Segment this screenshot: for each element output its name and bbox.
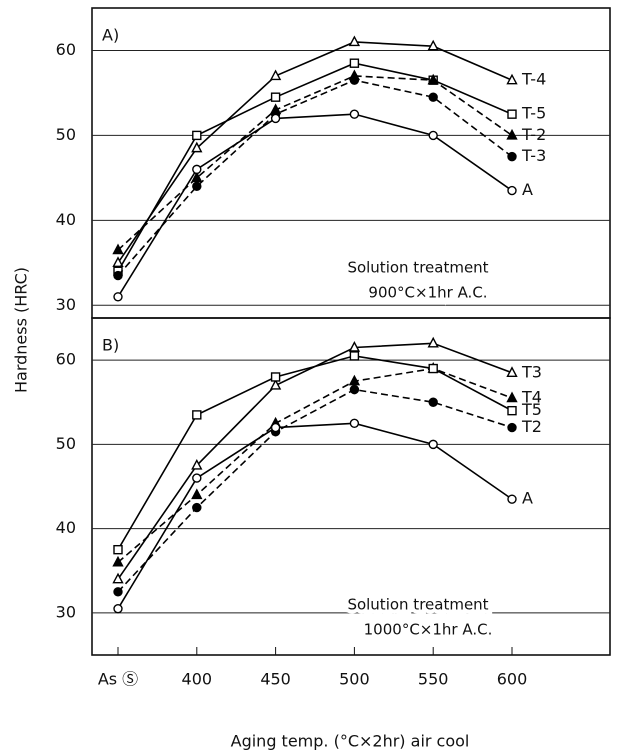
marker <box>507 109 517 119</box>
marker <box>348 35 361 47</box>
marker <box>191 171 203 183</box>
marker <box>349 351 360 361</box>
marker <box>270 113 281 124</box>
series-label: T-4 <box>521 70 546 89</box>
marker <box>192 164 202 175</box>
x-tick-label: 400 <box>182 670 213 689</box>
series-label: T-3 <box>521 146 546 165</box>
y-tick-label: 40 <box>56 210 76 229</box>
marker <box>191 488 203 500</box>
marker <box>270 92 281 102</box>
annotation: 900°C×1hr A.C. <box>368 284 487 302</box>
series-label: T2 <box>521 417 542 436</box>
series-line <box>117 367 513 563</box>
series-line <box>117 62 513 272</box>
marker <box>428 439 438 450</box>
marker <box>192 473 202 483</box>
series-label: A <box>522 180 533 199</box>
x-tick-label: 500 <box>339 670 370 689</box>
y-tick-label: 60 <box>56 40 76 59</box>
y-tick-label: 30 <box>56 295 76 314</box>
marker <box>349 418 360 429</box>
marker <box>349 109 360 119</box>
y-tick-label: 50 <box>56 434 76 453</box>
marker <box>506 128 518 140</box>
marker <box>113 292 123 302</box>
y-tick-label: 40 <box>56 518 76 537</box>
series-label: A <box>522 489 533 508</box>
marker <box>112 572 124 584</box>
annotation: 1000°C×1hr A.C. <box>364 621 493 639</box>
series-line <box>117 355 513 551</box>
marker <box>349 75 360 85</box>
marker <box>427 336 439 348</box>
annotation: Solution treatment <box>347 596 488 614</box>
marker <box>428 363 438 374</box>
marker <box>270 422 281 433</box>
series-line <box>117 422 513 610</box>
marker <box>428 397 438 407</box>
marker <box>192 502 202 513</box>
panel-label: B) <box>102 336 119 355</box>
x-tick-label: 600 <box>497 670 528 689</box>
x-tick-label: As Ⓢ <box>98 670 138 689</box>
marker <box>506 391 518 403</box>
marker <box>269 69 282 81</box>
marker <box>428 92 438 102</box>
series-line <box>117 113 513 298</box>
marker <box>348 340 361 352</box>
marker <box>112 256 124 267</box>
series-label: T-5 <box>521 104 546 123</box>
marker <box>427 39 439 51</box>
marker <box>192 130 202 141</box>
marker <box>112 555 124 567</box>
marker <box>191 141 203 153</box>
marker <box>269 378 282 390</box>
marker <box>192 410 202 420</box>
marker <box>113 544 123 555</box>
panel-frame <box>91 317 611 656</box>
series-label: T-2 <box>521 125 546 144</box>
marker <box>427 73 439 85</box>
marker <box>191 458 203 470</box>
marker <box>113 270 123 281</box>
marker <box>507 185 517 196</box>
marker <box>270 372 281 382</box>
series-line <box>117 41 513 264</box>
marker <box>348 374 361 386</box>
marker <box>506 366 518 377</box>
annotation: Solution treatment <box>347 259 488 277</box>
panel-label: A) <box>102 26 119 45</box>
marker <box>506 73 518 85</box>
marker <box>113 603 123 614</box>
marker <box>507 422 517 433</box>
series-label: T5 <box>521 400 542 419</box>
x-axis-label: Aging temp. (°C×2hr) air cool <box>231 732 470 751</box>
x-tick-label: 550 <box>418 670 449 689</box>
marker <box>113 587 123 597</box>
series-line <box>117 388 513 593</box>
y-tick-label: 50 <box>56 125 76 144</box>
y-tick-label: 30 <box>56 602 76 621</box>
series-label: T3 <box>521 362 542 381</box>
x-tick-label: 450 <box>260 670 291 689</box>
marker <box>112 243 124 255</box>
marker <box>349 384 360 395</box>
marker <box>192 181 202 192</box>
marker <box>507 494 517 504</box>
marker <box>349 58 360 68</box>
series-label: T4 <box>521 388 542 407</box>
y-axis-label: Hardness (HRC) <box>12 267 31 393</box>
y-tick-label: 60 <box>56 350 76 369</box>
marker <box>428 130 438 141</box>
marker <box>507 151 517 162</box>
marker <box>507 405 517 416</box>
series-line <box>117 79 513 277</box>
